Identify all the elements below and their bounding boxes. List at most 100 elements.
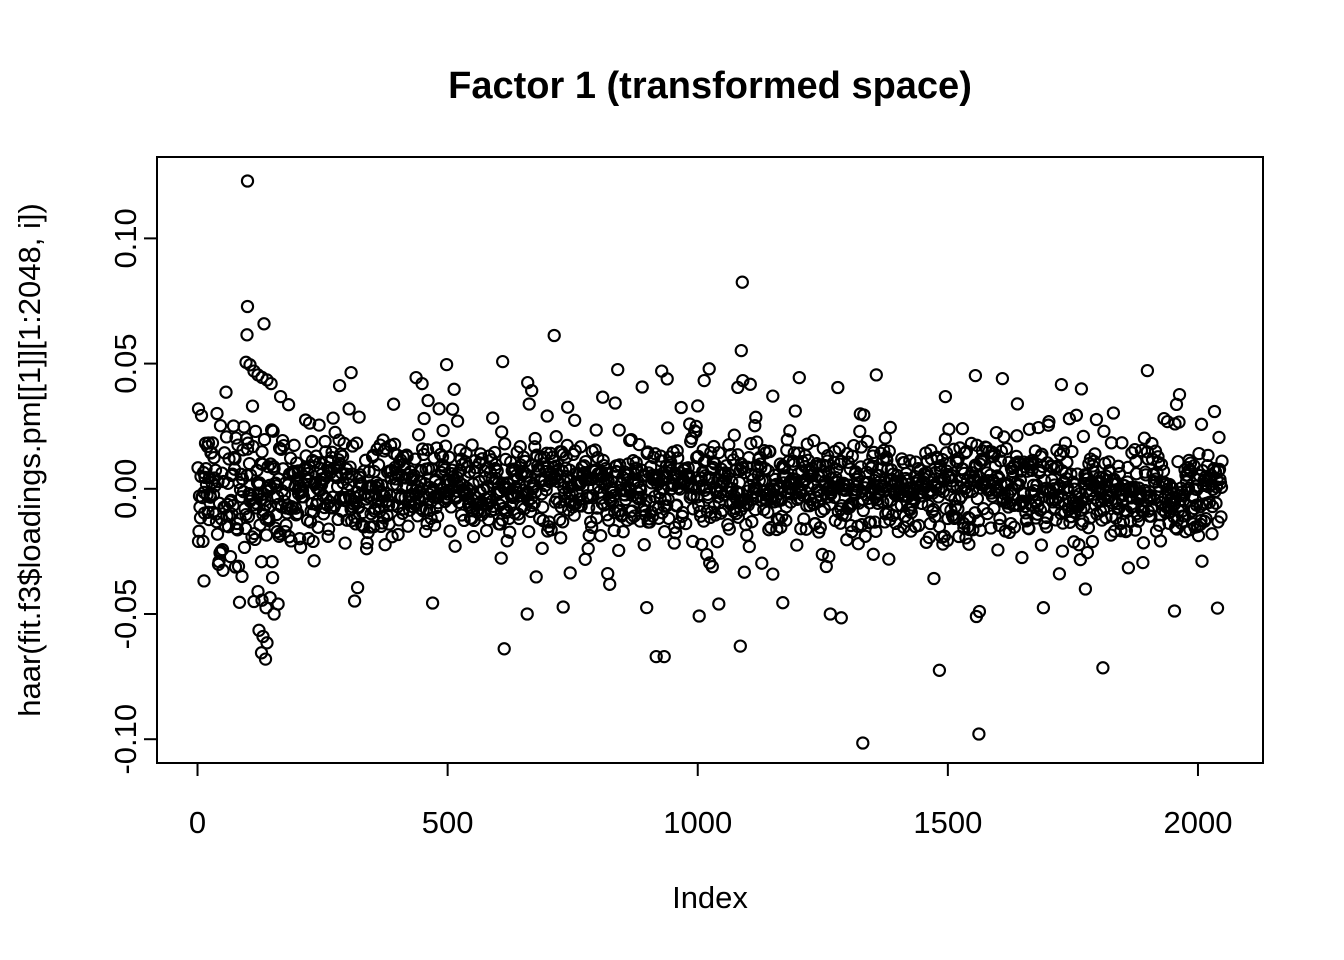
data-point-outlier <box>520 607 534 621</box>
data-point-outlier <box>697 373 711 388</box>
data-point <box>500 534 514 548</box>
data-point <box>860 434 874 449</box>
data-point <box>385 530 399 544</box>
data-point <box>380 508 394 523</box>
x-tick-label: 1000 <box>663 805 732 840</box>
data-point <box>528 440 542 454</box>
data-point <box>926 502 941 517</box>
data-point <box>226 498 240 513</box>
data-point <box>255 445 269 459</box>
data-point <box>822 549 836 564</box>
data-point-outlier <box>556 600 570 614</box>
data-point <box>213 419 228 433</box>
data-point <box>228 452 242 466</box>
data-point <box>866 547 880 561</box>
data-point <box>266 424 280 438</box>
data-point <box>465 438 479 452</box>
data-point <box>1195 554 1209 568</box>
data-point <box>1136 555 1150 570</box>
data-point <box>1111 459 1126 473</box>
data-point <box>205 436 220 450</box>
x-tick-label: 2000 <box>1163 805 1232 840</box>
data-point-outlier <box>547 328 561 343</box>
data-point <box>1007 520 1022 534</box>
data-point <box>241 509 256 524</box>
data-point <box>722 522 736 536</box>
data-point <box>742 539 756 554</box>
data-point <box>223 549 238 564</box>
data-point <box>927 571 941 586</box>
data-point <box>660 499 674 513</box>
data-point <box>265 570 280 585</box>
data-point <box>302 416 317 430</box>
data-point <box>971 514 986 528</box>
data-point <box>427 518 442 532</box>
data-point <box>737 565 751 579</box>
data-point <box>264 423 279 437</box>
data-point <box>1088 447 1102 461</box>
data-point <box>1036 601 1051 615</box>
data-point <box>495 425 509 439</box>
data-point <box>951 502 965 516</box>
data-point-outlier <box>712 597 726 611</box>
data-point <box>1069 408 1084 422</box>
data-point <box>337 436 351 451</box>
data-point <box>335 449 350 463</box>
data-point <box>411 428 426 442</box>
data-point <box>995 371 1010 386</box>
data-point <box>261 459 275 474</box>
data-point-outlier <box>1074 382 1089 396</box>
data-point <box>342 402 356 416</box>
data-point <box>265 555 279 569</box>
data-point <box>1060 455 1074 469</box>
data-point <box>424 511 438 526</box>
data-point <box>640 600 654 615</box>
data-point <box>740 528 754 542</box>
data-point <box>744 436 758 451</box>
data-point <box>1010 429 1024 443</box>
x-axis-label: Index <box>672 880 748 915</box>
data-point <box>1099 511 1113 525</box>
data-point <box>1033 503 1048 517</box>
data-point <box>1212 430 1226 445</box>
data-point <box>903 454 917 468</box>
y-tick-label: 0.05 <box>108 333 143 393</box>
data-point <box>301 466 315 481</box>
data-point <box>248 424 263 439</box>
data-point <box>855 518 869 532</box>
data-point-outlier <box>823 607 837 621</box>
y-axis-label: haar(fit.f3$loadings.pm[[1]][1:2048, i]) <box>12 203 47 717</box>
data-point-outlier <box>1054 377 1069 392</box>
data-point <box>436 423 450 438</box>
data-point <box>328 425 342 440</box>
data-point <box>674 400 688 415</box>
data-point <box>401 519 415 533</box>
data-point-outlier <box>938 389 953 404</box>
data-point <box>1154 457 1169 472</box>
data-point <box>882 444 896 458</box>
data-point <box>857 408 871 422</box>
data-point <box>206 488 221 502</box>
data-point <box>695 537 709 552</box>
data-point <box>450 414 465 428</box>
data-point <box>232 595 247 609</box>
data-point-outlier <box>702 362 716 376</box>
data-point <box>1034 538 1049 552</box>
data-point <box>207 451 221 465</box>
data-point <box>731 510 745 524</box>
data-point <box>1212 462 1227 477</box>
data-point <box>455 458 469 472</box>
plot-box <box>156 156 1264 764</box>
data-point <box>457 513 471 528</box>
data-point-outlier <box>525 383 539 398</box>
data-point <box>219 430 234 444</box>
data-point <box>632 437 646 452</box>
data-point <box>528 431 542 446</box>
data-point <box>568 413 582 427</box>
data-point <box>489 457 503 472</box>
data-point-outlier <box>247 364 261 378</box>
data-point <box>579 454 593 469</box>
data-point <box>574 440 588 454</box>
data-point-outlier <box>968 368 983 383</box>
data-point <box>761 505 775 519</box>
